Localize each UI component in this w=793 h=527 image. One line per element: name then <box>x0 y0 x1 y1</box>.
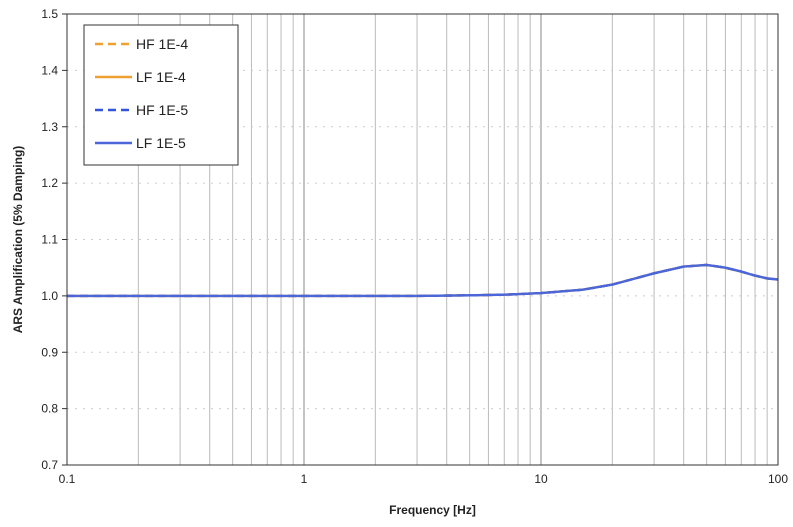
tick-labels: 0.7 0.8 0.9 1.0 1.1 1.2 1.3 1.4 1.5 0.1 1 10 100 <box>41 7 788 486</box>
legend-label: LF 1E-4 <box>136 69 186 85</box>
x-tick-label: 1 <box>301 472 308 486</box>
x-axis-title: Frequency [Hz] <box>389 503 476 517</box>
y-tick-label: 0.7 <box>41 458 58 472</box>
y-tick-label: 0.9 <box>41 345 58 359</box>
y-axis-title: ARS Amplification (5% Damping) <box>11 146 25 334</box>
y-tick-label: 1.4 <box>41 63 58 77</box>
y-tick-label: 1.0 <box>41 289 58 303</box>
y-tick-label: 1.1 <box>41 233 58 247</box>
x-tick-label: 0.1 <box>59 472 76 486</box>
legend-label: HF 1E-5 <box>136 102 188 118</box>
legend: HF 1E-4 LF 1E-4 HF 1E-5 LF 1E-5 <box>83 24 239 166</box>
legend-label: LF 1E-5 <box>136 135 186 151</box>
y-tick-label: 1.3 <box>41 120 58 134</box>
x-tick-label: 10 <box>534 472 548 486</box>
y-tick-label: 1.2 <box>41 176 58 190</box>
legend-box <box>83 24 239 166</box>
grid <box>66 13 778 466</box>
legend-label: HF 1E-4 <box>136 36 188 52</box>
x-tick-label: 100 <box>768 472 788 486</box>
y-tick-label: 1.5 <box>41 7 58 21</box>
series-line <box>67 263 779 298</box>
series-lines <box>67 263 779 298</box>
y-tick-label: 0.8 <box>41 402 58 416</box>
